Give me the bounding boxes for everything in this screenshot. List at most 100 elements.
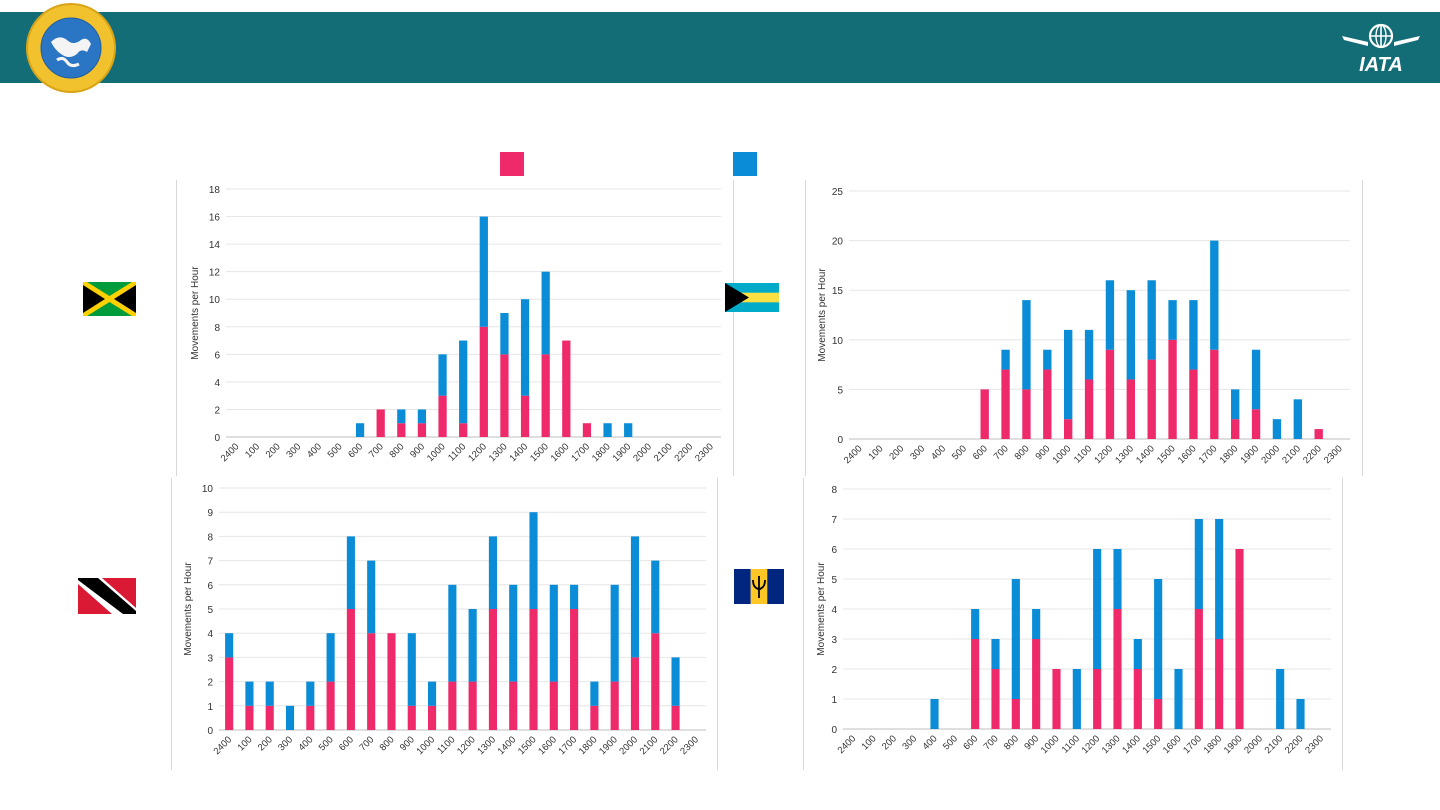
bar-blue-1500 [529,512,538,609]
y-tick-label: 14 [209,240,221,251]
y-tick-label: 18 [209,185,221,196]
bar-blue-1500 [541,271,550,355]
x-tick-label: 800 [378,734,397,753]
x-tick-label: 700 [367,441,386,460]
y-tick-label: 0 [837,435,843,446]
x-tick-label: 700 [982,733,1001,752]
x-tick-label: 1300 [475,734,498,757]
legend-swatch-blue [733,152,757,176]
bar-blue-1400 [509,584,518,682]
x-tick-label: 1100 [1060,733,1082,755]
x-tick-label: 800 [1002,733,1021,752]
x-tick-label: 2000 [1259,443,1282,466]
bar-pink-1600 [549,681,558,730]
bar-pink-1500 [529,609,538,730]
bar-blue-1400 [520,299,530,396]
x-tick-label: 2400 [219,441,242,464]
bar-blue-1900 [624,423,633,437]
bar-blue-600 [346,536,355,609]
x-tick-label: 800 [1013,443,1032,462]
x-tick-label: 1200 [1080,733,1103,756]
x-tick-label: 2100 [638,734,661,757]
x-tick-label: 1400 [1120,733,1143,756]
x-tick-label: 1800 [577,734,600,757]
bar-pink-600 [980,389,989,439]
bar-pink-1800 [1215,639,1224,729]
bar-blue-700 [991,639,1000,669]
x-tick-label: 900 [1033,443,1052,462]
bar-blue-1200 [479,216,488,327]
bar-pink-1900 [1235,549,1244,729]
x-tick-label: 1900 [611,441,634,464]
bar-blue-1700 [570,584,579,609]
x-tick-label: 300 [284,441,303,460]
x-tick-label: 100 [243,441,262,460]
bar-blue-1300 [500,313,509,355]
y-tick-label: 8 [831,485,837,496]
bar-blue-400 [306,681,315,706]
panel-frame-bottom-left [171,478,718,770]
bar-pink-1600 [1189,369,1198,439]
y-tick-label: 12 [209,268,221,279]
y-tick-label: 10 [832,336,844,347]
bar-blue-800 [1022,300,1031,390]
x-tick-label: 100 [236,734,255,753]
x-tick-label: 600 [961,733,980,752]
bar-pink-1700 [1210,349,1219,439]
x-tick-label: 1500 [1141,733,1164,756]
bar-blue-1000 [438,354,447,396]
bar-blue-800 [1011,579,1020,699]
y-tick-label: 4 [207,629,213,640]
y-tick-label: 16 [209,213,221,224]
bar-pink-1700 [582,423,592,437]
bar-blue-900 [407,633,416,706]
bar-pink-800 [387,633,396,730]
x-tick-label: 1800 [1218,443,1241,466]
x-tick-label: 1600 [536,734,559,757]
x-tick-label: 400 [305,441,324,460]
bar-pink-1000 [1064,419,1073,439]
y-tick-label: 4 [214,378,220,389]
bar-pink-500 [326,681,335,730]
bar-blue-1700 [1210,240,1219,350]
x-tick-label: 900 [408,441,427,460]
bar-pink-800 [1022,389,1031,439]
x-tick-label: 1800 [590,441,613,464]
x-tick-label: 500 [326,441,345,460]
bar-pink-1900 [610,681,619,730]
barbados-stacked-bar-chart: 0 1 2 3 4 5 6 7 8 Movements per Hour 2400 100 200 300… [816,485,1331,756]
bar-pink-800 [397,423,406,437]
bar-pink-1300 [1113,609,1122,729]
x-tick-label: 600 [346,441,365,460]
bar-blue-2000 [630,536,640,658]
bar-pink-700 [1001,369,1010,439]
y-tick-label: 9 [207,508,213,519]
bar-blue-1500 [1168,300,1177,340]
bar-blue-1500 [1154,579,1163,699]
bar-pink-1200 [1093,669,1102,729]
y-tick-label: 5 [207,605,213,616]
y-tick-label: 1 [207,702,213,713]
x-tick-label: 1400 [507,441,530,464]
bahamas-stacked-bar-chart: 0 5 10 15 20 25 Movements per Hour 2400 100 200 30… [817,187,1350,466]
bar-blue-1400 [1133,639,1142,669]
x-tick-label: 1000 [1051,443,1074,466]
bar-pink-1200 [1105,349,1115,439]
x-tick-label: 600 [337,734,356,753]
y-tick-label: 2 [214,405,220,416]
y-tick-label: 6 [214,350,220,361]
bar-blue-200 [265,681,274,706]
y-tick-label: 0 [831,725,837,736]
y-tick-label: 25 [832,187,844,198]
y-axis-label: Movements per Hour [817,268,828,362]
bar-pink-1800 [1231,419,1240,439]
x-tick-label: 1100 [435,734,457,756]
y-tick-label: 5 [837,385,843,396]
x-tick-label: 2300 [1303,733,1326,756]
bar-pink-1400 [1147,359,1156,439]
bar-pink-1300 [1126,379,1135,439]
x-tick-label: 200 [256,734,275,753]
x-tick-label: 400 [921,733,940,752]
x-tick-label: 1500 [528,441,551,464]
